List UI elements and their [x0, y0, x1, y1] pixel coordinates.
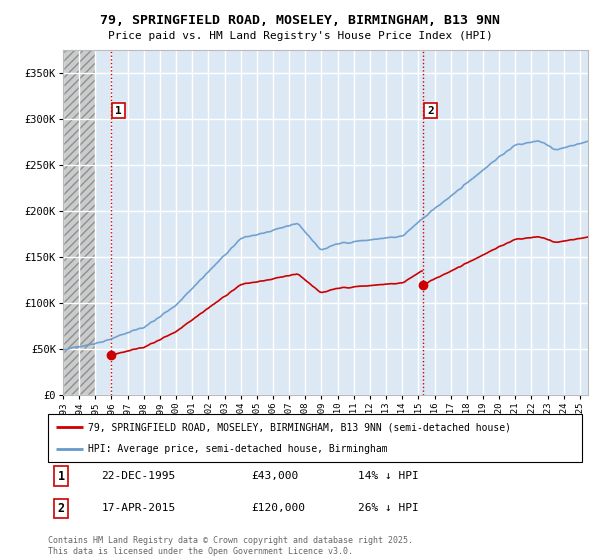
- Text: Contains HM Land Registry data © Crown copyright and database right 2025.
This d: Contains HM Land Registry data © Crown c…: [48, 536, 413, 556]
- Text: 1: 1: [115, 105, 122, 115]
- Text: Price paid vs. HM Land Registry's House Price Index (HPI): Price paid vs. HM Land Registry's House …: [107, 31, 493, 41]
- Text: £43,000: £43,000: [251, 471, 298, 481]
- Text: 26% ↓ HPI: 26% ↓ HPI: [358, 503, 418, 514]
- Text: 14% ↓ HPI: 14% ↓ HPI: [358, 471, 418, 481]
- Text: 79, SPRINGFIELD ROAD, MOSELEY, BIRMINGHAM, B13 9NN: 79, SPRINGFIELD ROAD, MOSELEY, BIRMINGHA…: [100, 14, 500, 27]
- Text: 2: 2: [427, 105, 434, 115]
- Text: 2: 2: [58, 502, 65, 515]
- Text: 1: 1: [58, 470, 65, 483]
- Text: 79, SPRINGFIELD ROAD, MOSELEY, BIRMINGHAM, B13 9NN (semi-detached house): 79, SPRINGFIELD ROAD, MOSELEY, BIRMINGHA…: [88, 422, 511, 432]
- FancyBboxPatch shape: [48, 414, 582, 462]
- Text: 22-DEC-1995: 22-DEC-1995: [101, 471, 176, 481]
- Text: HPI: Average price, semi-detached house, Birmingham: HPI: Average price, semi-detached house,…: [88, 444, 388, 454]
- Text: 17-APR-2015: 17-APR-2015: [101, 503, 176, 514]
- Text: £120,000: £120,000: [251, 503, 305, 514]
